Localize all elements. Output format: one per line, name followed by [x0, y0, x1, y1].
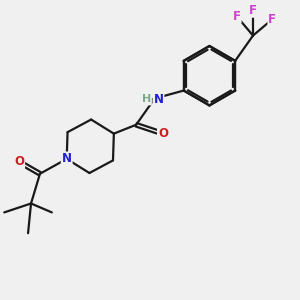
- Text: F: F: [249, 4, 257, 17]
- Text: F: F: [268, 13, 276, 26]
- Text: N: N: [62, 152, 72, 165]
- Text: N: N: [153, 93, 164, 106]
- Text: O: O: [14, 155, 24, 168]
- Text: H: H: [142, 94, 151, 104]
- Text: O: O: [158, 127, 168, 140]
- Text: F: F: [233, 10, 241, 23]
